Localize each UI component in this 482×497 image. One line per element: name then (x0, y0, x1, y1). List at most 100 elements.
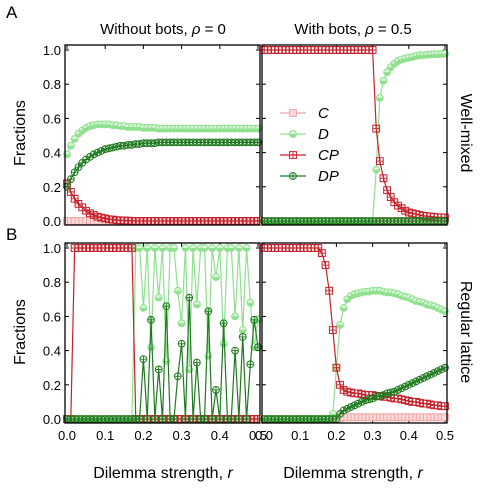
xlabel-right: Dilemma strength, r (283, 465, 423, 482)
point-d (212, 273, 220, 281)
point-d (70, 135, 79, 143)
plot-frame (261, 44, 448, 226)
legend-marker-dp (289, 172, 297, 180)
point-dp (162, 302, 171, 311)
point-d (394, 57, 402, 66)
series-d (63, 120, 262, 159)
point-cp (372, 124, 381, 133)
point-d (235, 244, 243, 252)
x-tick-label: 0.5 (249, 428, 267, 443)
y-tick-label: 0.0 (43, 412, 61, 427)
x-tick-label: 0.4 (211, 428, 229, 443)
point-d (379, 76, 388, 85)
point-d (170, 244, 178, 252)
point-dp (219, 319, 228, 328)
series-cp (63, 244, 262, 423)
point-cp (128, 244, 136, 252)
series-line-cp (67, 247, 258, 420)
y-tick-label: 0.0 (43, 214, 61, 229)
legend-label-d: D (318, 126, 329, 143)
point-dp (212, 386, 220, 394)
xlabel-left: Dilemma strength, r (93, 465, 233, 482)
plot-frame (261, 242, 448, 424)
point-d (208, 244, 217, 252)
point-dp (135, 415, 144, 423)
point-dp (70, 168, 79, 177)
y-tick-label: 0.6 (43, 309, 61, 324)
point-dp (74, 163, 83, 172)
point-dp (181, 415, 190, 423)
x-tick-label: 0.1 (291, 428, 309, 443)
legend-label-dp: DP (318, 168, 339, 185)
panel-4: 0.0 0.1 0.2 0.3 0.4 0.5 (255, 242, 454, 443)
y-tick-label: 0.8 (43, 77, 61, 92)
point-d (154, 293, 163, 302)
point-d (242, 244, 251, 252)
x-tick-label: 0.3 (364, 428, 382, 443)
point-dp (139, 355, 148, 364)
y-tick-label: 0.2 (43, 180, 61, 195)
point-d (173, 286, 182, 295)
point-d (204, 351, 213, 360)
y-tick-label: 0.8 (43, 275, 61, 290)
legend-label-c: C (318, 105, 329, 122)
point-dp (158, 415, 167, 423)
point-d (147, 343, 155, 352)
legend-item-dp: DP (280, 168, 339, 185)
point-dp (215, 415, 224, 423)
point-d (215, 244, 224, 252)
point-dp (246, 360, 255, 369)
x-tick-label: 0.4 (400, 428, 418, 443)
point-cp (328, 326, 337, 334)
legend-marker-d (289, 130, 297, 138)
point-d (227, 244, 236, 252)
point-d (375, 93, 384, 102)
point-d (66, 141, 75, 150)
point-dp (192, 358, 201, 367)
plot-frame (64, 242, 261, 424)
point-d (200, 244, 209, 252)
point-cp (368, 46, 377, 54)
point-dp (143, 415, 152, 423)
point-c (441, 413, 449, 422)
point-d (139, 303, 148, 312)
series-cp (260, 244, 449, 411)
panel-letter-a: A (6, 3, 18, 22)
point-cp (375, 157, 384, 166)
series-cp (63, 179, 262, 225)
x-tick-label: 0.0 (255, 428, 273, 443)
point-dp (150, 415, 159, 423)
x-tick-label: 0.2 (134, 428, 152, 443)
y-tick-label: 0.6 (43, 111, 61, 126)
point-dp (250, 315, 259, 324)
point-dp (170, 415, 178, 423)
legend: CD CP DP (280, 105, 339, 185)
legend-item-d: D (280, 126, 329, 143)
plot-frame (64, 44, 261, 226)
series-dp (260, 217, 449, 225)
y-tick-label: 0.4 (43, 344, 61, 359)
y-tick-label: 1.0 (43, 43, 61, 58)
point-dp (204, 307, 213, 316)
point-dp (173, 372, 182, 381)
point-dp (189, 415, 197, 423)
point-dp (154, 365, 163, 374)
side-label-top: Well-mixed (457, 94, 474, 173)
point-d (177, 319, 186, 328)
ylabel-bottom: Fractions (12, 299, 29, 365)
point-dp (147, 315, 155, 324)
y-tick-label: 0.2 (43, 378, 61, 393)
point-dp (238, 333, 247, 341)
point-dp (235, 415, 243, 423)
point-d (238, 326, 247, 334)
point-d (192, 300, 201, 309)
panel-2 (260, 44, 449, 226)
series-dp (63, 293, 262, 423)
point-dp (231, 346, 239, 355)
point-d (150, 244, 159, 252)
series-d (260, 49, 449, 225)
legend-marker-cp (289, 151, 297, 159)
series-line-dp (66, 141, 258, 188)
point-d (158, 244, 167, 252)
